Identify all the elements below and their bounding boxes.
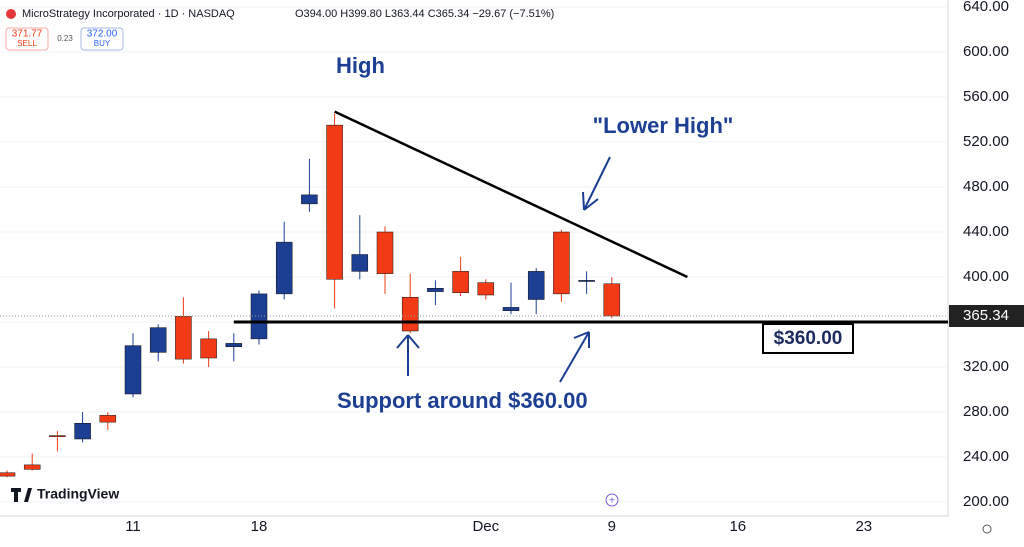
y-tick-label: 600.00 [963, 43, 1009, 60]
candle-body [326, 124, 343, 280]
x-tick-label: 9 [608, 518, 616, 535]
candle-body [553, 231, 570, 295]
grid [0, 6, 948, 503]
y-tick-label: 320.00 [963, 358, 1009, 375]
sell-button[interactable] [5, 27, 49, 51]
trend-line [334, 110, 688, 279]
logo-mark [11, 488, 32, 502]
annotation-support: Support around $360.00 [337, 388, 588, 413]
y-tick-label: 200.00 [963, 493, 1009, 510]
add-icon: + [609, 496, 615, 507]
candle-body [401, 297, 419, 332]
x-tick-label: 11 [125, 518, 141, 535]
buy-button[interactable] [80, 27, 124, 51]
candle-body [603, 283, 621, 317]
y-tick-label: 480.00 [963, 178, 1009, 195]
candle-body [351, 254, 369, 272]
y-tick-label: 240.00 [963, 448, 1009, 465]
candle-body [99, 415, 117, 423]
buy-price: 372.00 [87, 29, 118, 40]
last-price-label: 365.34 [963, 307, 1009, 324]
x-tick-label: 16 [729, 518, 746, 535]
candle-body [477, 282, 495, 296]
candle-body [376, 231, 394, 274]
candle-body [0, 472, 16, 477]
candle-body [275, 241, 293, 295]
y-tick-label: 280.00 [963, 403, 1009, 420]
x-tick-label: 23 [855, 518, 872, 535]
candle-body [225, 343, 243, 347]
settings-icon[interactable] [982, 524, 992, 534]
y-tick-label: 400.00 [963, 268, 1009, 285]
candle-body [149, 327, 167, 353]
plot [0, 113, 621, 478]
y-tick-label: 640.00 [963, 0, 1009, 15]
candle-body [23, 464, 41, 470]
y-tick-label: 440.00 [963, 223, 1009, 240]
support-label-box [762, 323, 854, 354]
symbol-icon [6, 9, 16, 19]
candle-body [124, 345, 142, 395]
candle-body [527, 271, 545, 300]
candle-body [427, 288, 444, 292]
x-tick-label: Dec [472, 518, 499, 535]
arrow [559, 331, 590, 383]
annotation-high: High [336, 53, 385, 78]
candle-body [301, 194, 318, 205]
y-tick-label: 560.00 [963, 88, 1009, 105]
arrows [396, 156, 611, 383]
candle-body [74, 423, 91, 440]
add-button[interactable] [605, 493, 619, 507]
ohlc: O394.00 H399.80 L363.44 C365.34 −29.67 (… [295, 8, 554, 20]
candle-body [200, 338, 217, 359]
buy-label: BUY [94, 39, 111, 48]
x-tick-label: 18 [251, 518, 268, 535]
logo-text: TradingView [37, 486, 119, 502]
y-tick-label: 520.00 [963, 133, 1009, 150]
arrow [396, 334, 420, 376]
support-label: $360.00 [774, 328, 843, 349]
spread: 0.23 [57, 34, 73, 43]
symbol: MicroStrategy Incorporated · 1D · NASDAQ [22, 8, 235, 20]
candle-body [502, 307, 520, 311]
candle-body [452, 271, 469, 293]
candle-body [175, 316, 192, 360]
candle-body [49, 435, 66, 437]
annotation-lower-high: "Lower High" [593, 113, 734, 138]
arrow [582, 156, 611, 211]
last-price-box [949, 304, 1024, 327]
candle-body [578, 280, 595, 282]
sell-label: SELL [17, 39, 37, 48]
sell-price: 371.77 [12, 29, 43, 40]
logo: TradingView [11, 486, 119, 502]
